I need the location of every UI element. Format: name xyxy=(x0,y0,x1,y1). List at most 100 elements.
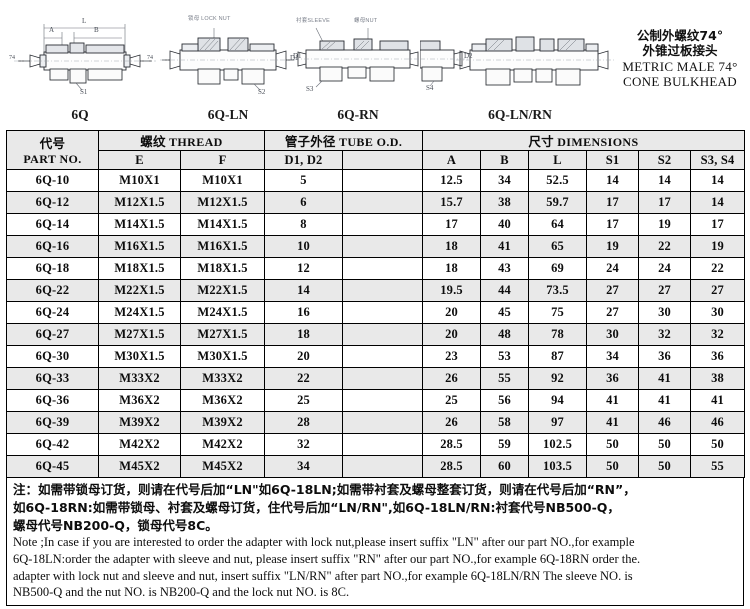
cell-dim-a: 18 xyxy=(422,235,482,258)
cell-blank xyxy=(342,279,424,302)
cell-dim-s3s4: 36 xyxy=(690,345,746,368)
cell-dim-s3s4: 38 xyxy=(690,367,746,390)
cell-thread-f: M22X1.5 xyxy=(179,279,266,302)
cell-dim-b: 48 xyxy=(480,323,530,346)
cell-dim-b: 38 xyxy=(480,191,530,214)
table-row: 6Q-16 M16X1.5 M16X1.5 10 18 41 65 19 22 19 xyxy=(6,235,746,258)
cell-dim-s2: 50 xyxy=(638,433,692,456)
cell-thread-f: M24X1.5 xyxy=(179,301,266,324)
table-row: 6Q-30 M30X1.5 M30X1.5 20 23 53 87 34 36 36 xyxy=(6,345,746,368)
cell-dim-s2: 41 xyxy=(638,389,692,412)
cell-thread-f: M18X1.5 xyxy=(179,257,266,280)
header-tube-od: 管子外径 TUBE O.D. xyxy=(264,130,424,151)
note-cn-line-3: 螺母代号NB200-Q，锁母代号8C。 xyxy=(13,517,218,533)
cell-thread-e: M45X2 xyxy=(98,455,181,478)
table-subheader-row: E F D1, D2 A B L S1 S2 S3, S4 xyxy=(7,150,746,170)
figure-6q: L A B S1 74 74 6Q xyxy=(0,0,160,130)
cell-dim-l: 64 xyxy=(528,213,588,236)
cell-dim-s2: 19 xyxy=(638,213,692,236)
subheader-e: E xyxy=(98,150,181,170)
figure-caption-6q-ln-rn: 6Q-LN/RN xyxy=(488,107,552,122)
cell-part-no: 6Q-45 xyxy=(6,455,99,478)
dim-label-B: B xyxy=(94,26,99,34)
cell-dim-s3s4: 55 xyxy=(690,455,746,478)
cell-thread-f: M39X2 xyxy=(179,411,266,434)
specification-table: 代号 PART NO. 螺纹 THREAD 管子外径 TUBE O.D. 尺寸 … xyxy=(6,130,746,478)
cell-dim-s3s4: 22 xyxy=(690,257,746,280)
dim-label-D1-rn: D1 xyxy=(293,52,302,60)
cell-dim-s2: 50 xyxy=(638,455,692,478)
cell-dim-s1: 19 xyxy=(586,235,640,258)
table-row: 6Q-33 M33X2 M33X2 22 26 55 92 36 41 38 xyxy=(6,367,746,390)
cell-dim-s1: 17 xyxy=(586,213,640,236)
figure-label-nut: 螺母NUT xyxy=(354,18,378,24)
cell-dim-s1: 24 xyxy=(586,257,640,280)
cell-dim-b: 59 xyxy=(480,433,530,456)
cell-dim-s3s4: 30 xyxy=(690,301,746,324)
cell-thread-e: M22X1.5 xyxy=(98,279,181,302)
dim-label-S2: S2 xyxy=(258,88,266,96)
subheader-blank xyxy=(342,150,424,170)
notes-block: 注：如需带锁母订货，则请在代号后加“LN"如6Q-18LN;如需带衬套及螺母整套… xyxy=(6,478,744,606)
cell-dim-a: 26 xyxy=(422,367,482,390)
cell-dim-a: 12.5 xyxy=(422,169,482,192)
cell-blank xyxy=(342,257,424,280)
cell-dim-b: 40 xyxy=(480,213,530,236)
subheader-f: F xyxy=(179,150,266,170)
cell-blank xyxy=(342,169,424,192)
cell-tube-od: 22 xyxy=(264,367,344,390)
table-body: 6Q-10 M10X1 M10X1 5 12.5 34 52.5 14 14 14 6Q-12 M12… xyxy=(6,169,746,478)
table-row: 6Q-14 M14X1.5 M14X1.5 8 17 40 64 17 19 17 xyxy=(6,213,746,236)
cell-dim-s3s4: 17 xyxy=(690,213,746,236)
cell-blank xyxy=(342,367,424,390)
cell-tube-od: 16 xyxy=(264,301,344,324)
figure-6q-ln-rn-drawing xyxy=(420,36,616,87)
cell-thread-e: M24X1.5 xyxy=(98,301,181,324)
note-cn-line-1: 注：如需带锁母订货，则请在代号后加“LN"如6Q-18LN;如需带衬套及螺母整套… xyxy=(13,482,636,497)
table-row: 6Q-24 M24X1.5 M24X1.5 16 20 45 75 27 30 30 xyxy=(6,301,746,324)
cell-part-no: 6Q-42 xyxy=(6,433,99,456)
cell-blank xyxy=(342,301,424,324)
cell-tube-od: 8 xyxy=(264,213,344,236)
subheader-b: B xyxy=(480,150,530,170)
cell-tube-od: 34 xyxy=(264,455,344,478)
cell-dim-s2: 27 xyxy=(638,279,692,302)
table-header-group-row: 代号 PART NO. 螺纹 THREAD 管子外径 TUBE O.D. 尺寸 … xyxy=(6,130,746,170)
cell-dim-s2: 24 xyxy=(638,257,692,280)
figure-caption-6q-rn: 6Q-RN xyxy=(337,107,379,122)
dim-label-L: L xyxy=(82,17,87,25)
table-row: 6Q-27 M27X1.5 M27X1.5 18 20 48 78 30 32 32 xyxy=(6,323,746,346)
cell-thread-e: M27X1.5 xyxy=(98,323,181,346)
header-dimensions: 尺寸 DIMENSIONS xyxy=(422,130,746,151)
cell-tube-od: 5 xyxy=(264,169,344,192)
cell-dim-a: 19.5 xyxy=(422,279,482,302)
cell-dim-s2: 14 xyxy=(638,169,692,192)
cell-tube-od: 12 xyxy=(264,257,344,280)
cell-dim-s3s4: 14 xyxy=(690,191,746,214)
cell-dim-b: 55 xyxy=(480,367,530,390)
product-title-block: 公制外螺纹74° 外锥过板接头 METRIC MALE 74° CONE BUL… xyxy=(616,28,744,90)
table-row: 6Q-45 M45X2 M45X2 34 28.5 60 103.5 50 50 55 xyxy=(6,455,746,478)
cell-thread-e: M30X1.5 xyxy=(98,345,181,368)
dim-label-S1: S1 xyxy=(80,88,88,96)
figure-6q-ln-rn: D2 S4 6Q-LN/RN xyxy=(420,0,620,130)
cell-part-no: 6Q-22 xyxy=(6,279,99,302)
cell-dim-s2: 17 xyxy=(638,191,692,214)
cell-dim-l: 97 xyxy=(528,411,588,434)
cell-dim-s3s4: 32 xyxy=(690,323,746,346)
cell-thread-e: M18X1.5 xyxy=(98,257,181,280)
cell-dim-b: 41 xyxy=(480,235,530,258)
cell-dim-a: 20 xyxy=(422,323,482,346)
cell-dim-b: 44 xyxy=(480,279,530,302)
cell-dim-s1: 36 xyxy=(586,367,640,390)
header-dimensions-en: DIMENSIONS xyxy=(557,135,639,149)
cell-dim-s2: 36 xyxy=(638,345,692,368)
cell-dim-s3s4: 50 xyxy=(690,433,746,456)
cell-blank xyxy=(342,433,424,456)
cell-part-no: 6Q-18 xyxy=(6,257,99,280)
cell-tube-od: 20 xyxy=(264,345,344,368)
cell-part-no: 6Q-24 xyxy=(6,301,99,324)
figure-caption-6q: 6Q xyxy=(71,107,89,122)
cell-thread-e: M42X2 xyxy=(98,433,181,456)
figure-label-sleeve: 衬套SLEEVE xyxy=(296,18,331,24)
